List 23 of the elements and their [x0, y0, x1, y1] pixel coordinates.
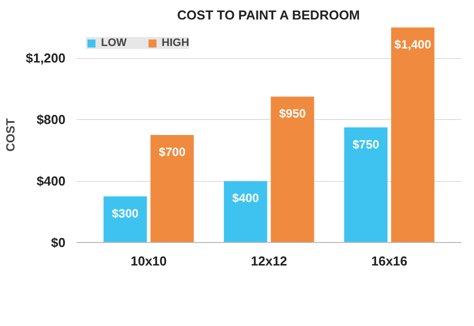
data-label: $700 [158, 145, 186, 159]
data-label: $400 [232, 191, 260, 206]
data-label: $950 [279, 106, 306, 121]
y-tick-label: $800 [36, 112, 66, 128]
legend-label: LOW [101, 37, 127, 49]
data-label: $750 [352, 137, 380, 152]
bar [391, 28, 434, 242]
y-tick-label: $1,200 [26, 50, 66, 66]
bar [150, 135, 194, 242]
data-label: $300 [112, 206, 139, 220]
y-tick-label: $400 [36, 174, 66, 189]
y-axis-title: COST [4, 118, 18, 152]
chart-title: COST TO PAINT A BEDROOM [177, 8, 360, 22]
y-tick-label: $0 [51, 235, 66, 250]
data-label: $1,400 [394, 38, 432, 52]
bar [104, 196, 147, 242]
legend-label: HIGH [162, 37, 190, 49]
x-tick-label: 12x12 [250, 254, 288, 268]
bar [224, 181, 268, 242]
bar [344, 127, 388, 242]
x-tick-label: 10x10 [130, 254, 167, 268]
x-tick-label: 16x16 [371, 254, 408, 268]
bar [270, 96, 314, 242]
